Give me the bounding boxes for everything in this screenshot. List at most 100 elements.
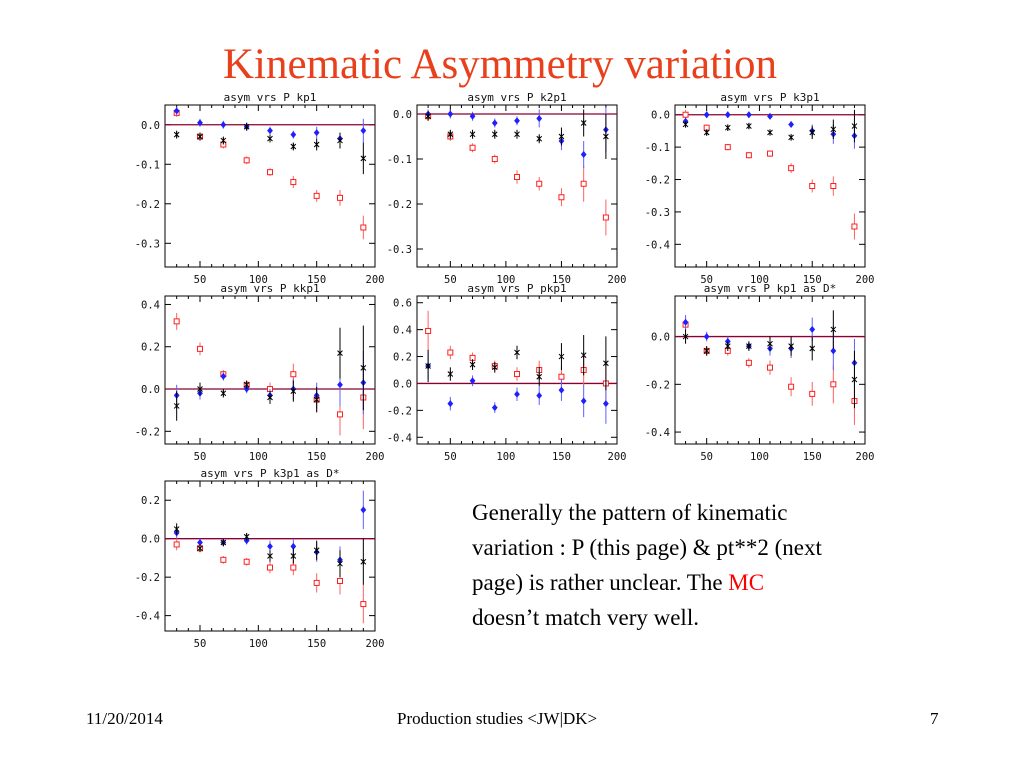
black-cross-point: [830, 326, 837, 333]
black-cross-point: [767, 129, 773, 136]
red-square-point: [243, 157, 250, 164]
blue-diamond-point: [514, 117, 520, 125]
x-tick-label: 200: [608, 274, 627, 286]
x-tick-label: 50: [194, 638, 207, 650]
red-square-point: [580, 180, 587, 187]
red-square-point: [830, 183, 837, 189]
black-cross-point: [197, 133, 203, 140]
footer-page-number: 7: [930, 709, 939, 728]
blue-diamond-point: [580, 397, 587, 405]
note-text-before: Generally the pattern of kinematic varia…: [472, 500, 822, 595]
blue-diamond-point: [447, 110, 454, 118]
blue-diamond-point: [469, 112, 476, 120]
y-tick-label: 0.0: [651, 110, 670, 122]
black-cross-point: [173, 131, 180, 138]
black-cross-point: [220, 390, 227, 397]
black-cross-point: [267, 135, 273, 142]
y-tick-label: -0.1: [387, 154, 412, 166]
blue-diamond-point: [491, 404, 498, 412]
black-cross-point: [360, 364, 367, 371]
asym-plot-svg: asym vrs P kp1 0.0 -0.1 -0.2 -0.3 50 100 150 200: [135, 91, 385, 286]
blue-diamond-point: [220, 121, 227, 129]
blue-diamond-point: [243, 537, 250, 545]
red-square-point: [447, 349, 454, 356]
red-square-point: [290, 179, 297, 186]
black-cross-point: [469, 131, 476, 138]
black-cross-point: [558, 133, 565, 140]
blue-diamond-point: [313, 129, 320, 137]
y-tick-label: -0.1: [645, 142, 670, 154]
blue-diamond-point: [536, 115, 543, 122]
note-text-after: doesn’t match very well.: [472, 605, 699, 630]
red-square-point: [809, 183, 816, 189]
y-tick-label: -0.2: [135, 572, 160, 584]
x-tick-label: 150: [307, 274, 326, 286]
y-tick-label: 0.2: [141, 495, 160, 507]
red-square-point: [290, 564, 297, 571]
x-tick-label: 150: [307, 451, 326, 463]
black-cross-point: [267, 394, 273, 401]
black-cross-point: [360, 155, 367, 162]
asym-plot-7: asym vrs P k3p1 as D* 0.2 0.0 -0.2 -0.4 50 100…: [122, 463, 389, 655]
blue-diamond-point: [173, 107, 180, 115]
red-square-point: [360, 601, 367, 608]
blue-diamond-point: [830, 347, 837, 355]
y-tick-label: -0.4: [645, 427, 670, 439]
blue-diamond-point: [558, 386, 565, 394]
plot-title: asym vrs P k3p1: [720, 91, 819, 104]
black-cross-point: [447, 131, 454, 138]
footer-date: 11/20/2014: [86, 709, 163, 728]
blue-diamond-point: [491, 119, 498, 127]
blue-diamond-point: [337, 381, 343, 389]
red-square-point: [851, 223, 858, 230]
y-tick-label: -0.2: [387, 405, 412, 417]
black-cross-point: [491, 364, 498, 371]
black-cross-point: [809, 345, 816, 352]
blue-diamond-point: [682, 318, 689, 326]
x-tick-label: 150: [552, 274, 571, 286]
blue-diamond-point: [703, 111, 710, 119]
red-square-point: [745, 359, 752, 366]
red-square-point: [267, 169, 273, 176]
x-tick-label: 50: [700, 451, 713, 463]
blue-diamond-point: [267, 542, 273, 550]
plot-title: asym vrs P kp1 as D*: [704, 282, 836, 295]
x-tick-label: 100: [496, 451, 515, 463]
red-square-point: [724, 144, 731, 151]
red-square-point: [830, 381, 837, 388]
asym-plot-2: asym vrs P k2p1 0.0 -0.1 -0.2 -0.3 50 100 150 20…: [370, 90, 631, 291]
y-tick-label: 0.4: [141, 299, 160, 311]
black-cross-point: [425, 113, 431, 120]
x-tick-label: 100: [249, 451, 268, 463]
x-tick-label: 50: [194, 274, 207, 286]
red-square-point: [173, 541, 180, 548]
black-cross-point: [290, 388, 297, 395]
red-square-point: [788, 165, 795, 172]
red-square-point: [558, 194, 565, 201]
y-tick-label: 0.0: [141, 384, 160, 396]
black-cross-point: [851, 376, 858, 383]
plot-frame: [164, 295, 376, 445]
x-tick-label: 200: [856, 451, 875, 463]
blue-diamond-point: [243, 385, 250, 393]
y-tick-label: 0.0: [393, 378, 412, 390]
asym-plot-svg: asym vrs P kp1 as D* 0.0 -0.2 -0.4 50 100 150 2…: [645, 282, 875, 463]
black-cross-point: [243, 381, 250, 388]
blue-diamond-point: [447, 400, 454, 408]
black-cross-point: [851, 123, 858, 130]
asym-plot-5: asym vrs P pkp1 0.6 0.4 0.2 0.0 -0.2 -0.4 50 100…: [370, 278, 631, 468]
black-cross-point: [267, 553, 273, 559]
red-square-point: [788, 383, 795, 390]
y-tick-label: -0.2: [135, 199, 160, 211]
black-cross-point: [580, 120, 587, 126]
black-cross-point: [173, 526, 180, 533]
x-tick-label: 50: [444, 451, 457, 463]
red-square-point: [558, 373, 565, 380]
red-square-point: [220, 556, 227, 563]
black-cross-point: [290, 553, 297, 559]
black-cross-point: [514, 131, 520, 138]
black-cross-point: [580, 352, 587, 359]
y-tick-label: -0.2: [645, 379, 670, 391]
blue-diamond-point: [360, 127, 367, 135]
x-tick-label: 200: [608, 451, 627, 463]
